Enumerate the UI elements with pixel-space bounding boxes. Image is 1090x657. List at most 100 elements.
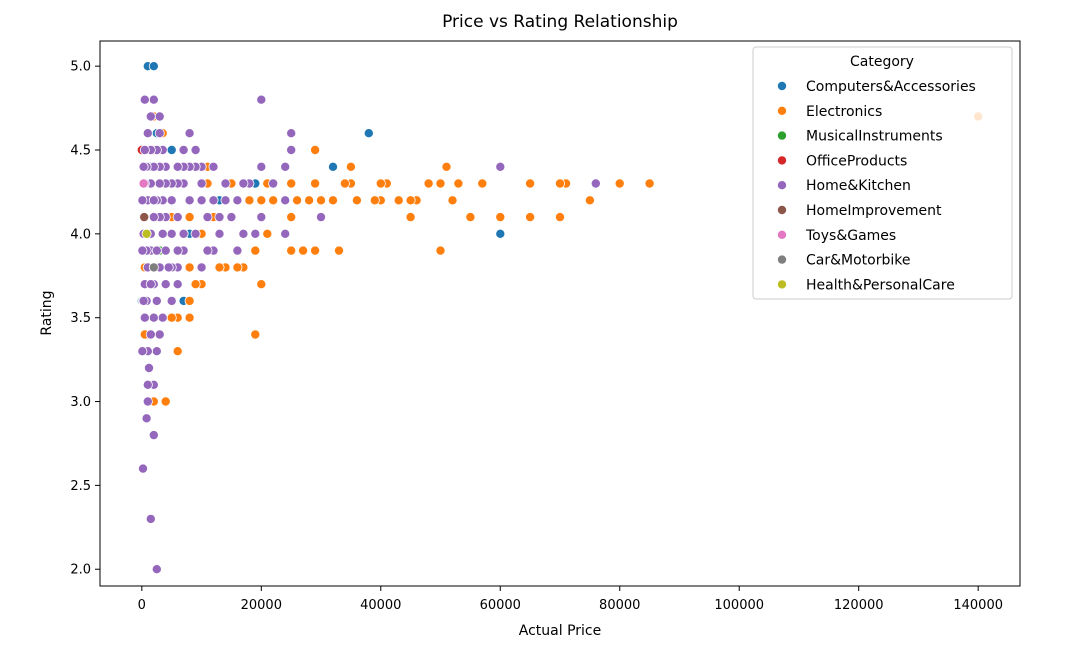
- legend-label-home-kitchen: Home&Kitchen: [806, 178, 911, 194]
- point-electronics-48: [256, 195, 267, 206]
- point-home-kitchen-111: [172, 245, 183, 256]
- point-home-kitchen-14: [226, 212, 237, 223]
- point-home-kitchen-6: [280, 228, 291, 239]
- legend-box: [752, 46, 1013, 300]
- point-home-kitchen-100: [138, 161, 149, 172]
- point-electronics-17: [435, 245, 446, 256]
- point-home-kitchen-68: [148, 94, 159, 105]
- point-home-kitchen-4: [286, 144, 297, 155]
- point-electronics-54: [232, 262, 243, 273]
- point-home-kitchen-94: [139, 94, 150, 105]
- point-computers-accessories-2: [363, 128, 374, 139]
- point-home-kitchen-76: [145, 111, 156, 122]
- point-electronics-40: [292, 195, 303, 206]
- point-home-kitchen-75: [151, 564, 162, 575]
- point-electronics-42: [286, 178, 297, 189]
- point-home-kitchen-45: [166, 195, 177, 206]
- point-home-kitchen-52: [160, 245, 171, 256]
- point-home-kitchen-114: [151, 245, 162, 256]
- x-axis-label: Actual Price: [519, 623, 601, 639]
- legend-label-health-personalcare: Health&PersonalCare: [806, 277, 955, 293]
- legend-label-toys-games: Toys&Games: [805, 228, 896, 244]
- point-home-kitchen-27: [196, 262, 207, 273]
- y-axis-label: Rating: [39, 290, 55, 335]
- point-home-kitchen-82: [145, 513, 156, 524]
- point-electronics-65: [184, 212, 195, 223]
- point-electronics-1: [644, 178, 655, 189]
- point-electronics-4: [584, 195, 595, 206]
- x-tick-label: 80000: [599, 598, 640, 613]
- point-home-kitchen-102: [138, 295, 149, 306]
- legend-marker-health-personalcare: [777, 279, 788, 290]
- point-electronics-37: [310, 245, 321, 256]
- point-home-kitchen-20: [208, 161, 219, 172]
- point-home-kitchen-28: [190, 144, 201, 155]
- point-electronics-27: [369, 195, 380, 206]
- point-electronics-71: [172, 346, 183, 357]
- point-electronics-45: [262, 228, 273, 239]
- point-electronics-15: [447, 195, 458, 206]
- point-electronics-73: [160, 396, 171, 407]
- y-tick-label: 2.0: [70, 563, 91, 578]
- y-tick-label: 2.5: [70, 479, 91, 494]
- point-home-kitchen-53: [160, 279, 171, 290]
- point-home-kitchen-37: [178, 228, 189, 239]
- legend-label-computers-accessories: Computers&Accessories: [806, 79, 976, 95]
- point-electronics-68: [184, 295, 195, 306]
- legend-marker-musicalinstruments: [777, 130, 788, 141]
- point-electronics-51: [250, 245, 261, 256]
- legend-marker-computers-accessories: [777, 81, 788, 92]
- point-home-kitchen-23: [202, 245, 213, 256]
- point-electronics-8: [525, 178, 536, 189]
- point-home-kitchen-107: [208, 195, 219, 206]
- point-electronics-12: [477, 178, 488, 189]
- point-electronics-32: [333, 245, 344, 256]
- point-electronics-21: [405, 195, 416, 206]
- point-home-kitchen-46: [166, 228, 177, 239]
- point-home-kitchen-10: [256, 212, 267, 223]
- point-computers-accessories-3: [327, 161, 338, 172]
- point-home-kitchen-12: [238, 178, 249, 189]
- legend-label-electronics: Electronics: [806, 104, 882, 120]
- point-home-kitchen-58: [154, 128, 165, 139]
- point-home-kitchen-1: [495, 161, 506, 172]
- point-home-kitchen-56: [157, 312, 168, 323]
- point-home-kitchen-17: [220, 178, 231, 189]
- x-tick-label: 60000: [480, 598, 521, 613]
- point-home-kitchen-60: [154, 178, 165, 189]
- point-home-kitchen-99: [139, 312, 150, 323]
- point-electronics-58: [214, 262, 225, 273]
- point-home-kitchen-48: [166, 295, 177, 306]
- point-home-kitchen-57: [154, 111, 165, 122]
- point-electronics-14: [453, 178, 464, 189]
- point-home-kitchen-104: [137, 195, 148, 206]
- legend-title: Category: [850, 54, 914, 70]
- y-tick-label: 3.5: [70, 311, 91, 326]
- point-electronics-2: [614, 178, 625, 189]
- x-tick-label: 140000: [953, 598, 1003, 613]
- point-electronics-22: [405, 212, 416, 223]
- y-tick-label: 4.0: [70, 227, 91, 242]
- point-electronics-9: [525, 212, 536, 223]
- point-toys-games-0: [138, 178, 149, 189]
- y-axis: 2.0 2.5 3.0 3.5 4.0 4.5 5.0: [70, 60, 100, 578]
- legend-label-homeimprovement: HomeImprovement: [806, 203, 942, 219]
- y-tick-label: 3.0: [70, 395, 91, 410]
- point-electronics-28: [351, 195, 362, 206]
- legend-marker-officeproducts: [777, 155, 788, 166]
- point-home-kitchen-16: [238, 228, 249, 239]
- legend-label-officeproducts: OfficeProducts: [806, 153, 907, 169]
- point-electronics-52: [244, 195, 255, 206]
- point-electronics-67: [184, 312, 195, 323]
- point-home-kitchen-3: [286, 128, 297, 139]
- point-electronics-13: [465, 212, 476, 223]
- point-home-kitchen-116: [148, 195, 159, 206]
- point-home-kitchen-7: [315, 212, 326, 223]
- point-home-kitchen-72: [148, 312, 159, 323]
- point-home-kitchen-2: [590, 178, 601, 189]
- x-axis: 0 20000 40000 60000 80000 100000 120000 140000: [138, 586, 1003, 613]
- x-tick-label: 100000: [714, 598, 764, 613]
- point-home-kitchen-70: [148, 212, 159, 223]
- point-homeimprovement-0: [139, 212, 150, 223]
- point-home-kitchen-109: [250, 228, 261, 239]
